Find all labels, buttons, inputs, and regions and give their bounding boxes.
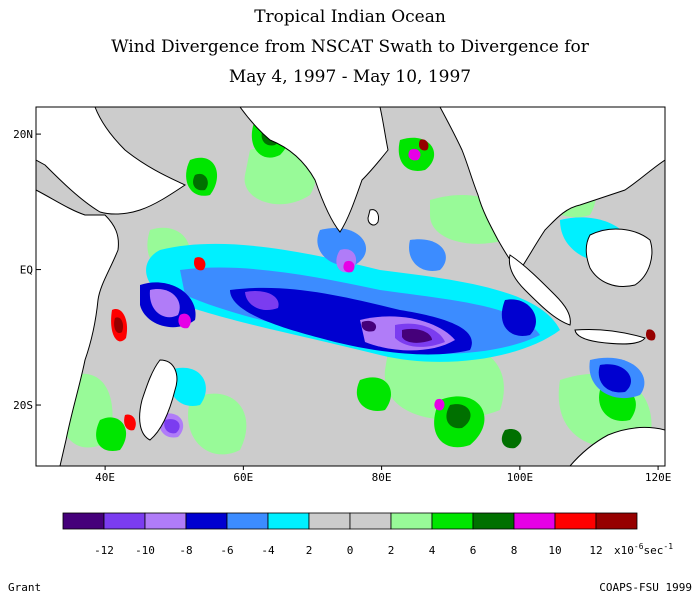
colorbar-swatch [431,512,474,530]
colorbar-label: 12 [589,544,602,557]
map-frame [35,106,666,467]
lat-tick-label: 20N [13,128,33,141]
colorbar-label: 6 [470,544,477,557]
colorbar-label: 4 [429,544,436,557]
colorbar-label: -10 [135,544,155,557]
landmass [36,107,665,466]
colorbar-swatch [103,512,146,530]
colorbar-label: 2 [388,544,395,557]
colorbar-label: -6 [220,544,233,557]
lat-tick-label: 20S [13,399,33,412]
colorbar-label: -4 [261,544,275,557]
lon-tick-label: 60E [233,471,253,484]
colorbar-label: 0 [347,544,354,557]
colorbar-swatch [267,512,310,530]
colorbar-label: 10 [548,544,561,557]
divergence-contours-magenta [178,148,600,411]
colorbar-swatch [513,512,556,530]
title-line-3: May 4, 1997 - May 10, 1997 [228,67,472,87]
lon-axis: 40E 60E 80E 100E 120E [95,466,671,484]
colorbar [62,512,638,530]
colorbar-swatch [144,512,187,530]
lon-tick-label: 120E [645,471,672,484]
colorbar-label: -8 [179,544,192,557]
colorbar-swatch [554,512,597,530]
colorbar-swatch [472,512,515,530]
lon-tick-label: 40E [95,471,115,484]
colorbar-swatch [62,512,105,530]
lon-tick-label: 100E [507,471,534,484]
colorbar-swatch [185,512,228,530]
lat-axis: 20N EQ 20S [13,128,41,412]
title-line-1: Tropical Indian Ocean [254,7,446,27]
title-line-2: Wind Divergence from NSCAT Swath to Dive… [111,37,589,57]
author-label: Grant [8,581,42,594]
lon-tick-label: 80E [372,471,392,484]
colorbar-label: 2 [306,544,313,557]
colorbar-swatch [226,512,269,530]
lat-tick-label: EQ [20,264,33,277]
colorbar-swatch [308,512,351,530]
colorbar-swatch [349,512,392,530]
colorbar-labels: -12 -10 -8 -6 -4 2 0 2 4 6 8 10 12 [94,544,603,557]
colorbar-swatch [595,512,638,530]
credit-label: COAPS-FSU 1999 [599,581,692,594]
colorbar-label: -12 [94,544,114,557]
colorbar-swatch [390,512,433,530]
divergence-contours-deep-purple [361,320,432,343]
colorbar-label: 8 [511,544,518,557]
colorbar-units: x10-6sec-1 [614,542,673,557]
